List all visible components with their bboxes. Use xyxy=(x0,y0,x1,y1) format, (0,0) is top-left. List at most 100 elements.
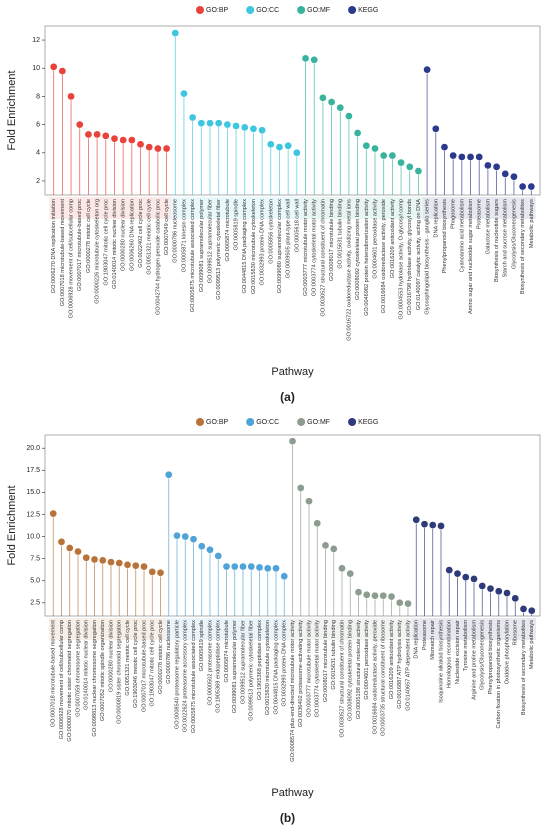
point xyxy=(84,130,93,139)
x-tick-label: Homologous recombination xyxy=(447,620,453,688)
x-tick-label: GO:0030527 structural constituent of chr… xyxy=(339,620,345,738)
x-tick-label: GO:0008017 microtubule binding xyxy=(323,620,329,702)
point xyxy=(90,555,99,564)
x-tick-label: GO:0036402 proteasome-activating activit… xyxy=(298,620,304,727)
x-tick-label: GO:0032993 protein-DNA complex xyxy=(260,199,266,286)
x-tick-label: GO:1905368 peptidase complex xyxy=(257,620,263,700)
point xyxy=(527,182,536,191)
x-tick-label: GO:0032993 protein-DNA complex xyxy=(282,620,288,707)
x-tick-label: GO:0005875 microtubule associated comple… xyxy=(190,199,196,312)
x-tick-label: GO:0099081 supramolecular polymer xyxy=(232,620,238,713)
point xyxy=(123,560,132,569)
point xyxy=(119,136,128,144)
point xyxy=(197,542,206,551)
legend-label: GO:MF xyxy=(307,7,330,14)
y-tick-label: 2.5 xyxy=(30,600,40,607)
x-tick-label: GO:0007049 cell cycle xyxy=(164,199,170,255)
x-tick-label: GO:0008092 cytoskeletal protein binding xyxy=(348,620,354,721)
x-tick-label: Arginine and proline metabolism xyxy=(471,620,477,700)
x-tick-label: GO:0003774 cytoskeletal motor activity xyxy=(315,620,321,718)
point xyxy=(239,562,247,571)
point xyxy=(449,151,458,160)
x-tick-label: Oxidative phosphorylation xyxy=(504,620,510,684)
x-tick-label: GO:0098813 nuclear chromosome segregatio… xyxy=(92,620,98,737)
point xyxy=(272,564,280,573)
point xyxy=(162,144,171,153)
x-tick-label: GO:0140014 mitotic nuclear division xyxy=(84,620,90,710)
x-tick-label: GO:0007017 microtubule-based proc xyxy=(141,620,147,712)
group-band xyxy=(422,197,536,219)
point xyxy=(313,519,322,528)
point xyxy=(58,67,67,75)
point xyxy=(127,136,136,144)
legend-marker xyxy=(246,6,255,14)
x-tick-label: GO:0044815 DNA packaging complex xyxy=(242,199,248,294)
point xyxy=(428,521,437,529)
x-tick-label: GO:0140657 ATP-dependent activity xyxy=(405,620,411,711)
x-tick-label: GO:0022402 cell cycle proc xyxy=(138,199,144,268)
point xyxy=(266,140,275,149)
y-tick-label: 4 xyxy=(36,150,40,157)
point xyxy=(140,562,148,571)
point xyxy=(258,126,266,135)
x-tick-label: GO:0003777 microtubule motor activity xyxy=(303,199,309,296)
point xyxy=(486,584,495,593)
x-tick-label: GO:0006270 DNA replication initiation xyxy=(51,199,57,293)
x-tick-label: Glycolysis/Gluconeogenesis xyxy=(480,620,486,690)
x-tick-label: GO:0005874 microtubule xyxy=(225,199,231,262)
x-tick-label: GO:0016209 antioxidant activity xyxy=(389,620,395,699)
point xyxy=(501,170,510,178)
point xyxy=(457,153,466,161)
x-tick-label: GO:0016684 oxidoreductase activity, pero… xyxy=(372,620,378,734)
x-tick-label: GO:0000502 proteasome complex xyxy=(207,620,213,706)
x-tick-label: GO:0000280 nuclear division xyxy=(108,620,114,692)
point xyxy=(478,582,487,590)
x-tick-label: Biosynthesis of secondary metabolites xyxy=(520,199,526,294)
group-band xyxy=(49,618,165,640)
point xyxy=(101,132,110,140)
y-tick-label: 6 xyxy=(36,121,40,128)
point xyxy=(49,509,58,518)
x-tick-label: GO:0003774 cytoskeletal motor activity xyxy=(312,199,318,297)
x-tick-label: GO:0000070 mitotic sister chromatid segr… xyxy=(67,620,73,742)
point xyxy=(321,541,330,550)
point xyxy=(75,120,84,129)
point xyxy=(173,531,181,540)
point xyxy=(492,162,501,171)
x-tick-label: GO:1903047 mitotic cell cycle proc xyxy=(150,620,156,707)
x-tick-label: GO:0008540 proteasome regulatory particl… xyxy=(174,620,180,729)
legend-label: GO:BP xyxy=(206,419,229,426)
point xyxy=(503,589,511,597)
point xyxy=(397,158,405,167)
y-tick-label: 12 xyxy=(32,37,40,44)
point xyxy=(379,151,388,160)
x-tick-label: GO:0006260 DNA replication xyxy=(129,199,135,271)
legend-label: KEGG xyxy=(358,7,378,14)
x-tick-label: GO:0005819 spindle xyxy=(199,620,205,671)
point xyxy=(404,599,412,608)
point xyxy=(494,587,503,596)
x-tick-label: Biosynthesis of nucleotide sugars xyxy=(494,199,500,282)
x-tick-label: DNA replication xyxy=(414,620,420,659)
plot-frame xyxy=(44,25,541,196)
x-tick-label: GO:0007018 microtubule-based movement xyxy=(51,620,57,728)
point xyxy=(255,563,264,572)
point xyxy=(440,143,449,151)
x-tick-label: GO:0000280 nuclear division xyxy=(121,199,127,271)
legend-marker xyxy=(297,418,306,426)
point xyxy=(181,532,190,541)
point xyxy=(354,588,363,597)
point xyxy=(292,148,301,157)
x-tick-label: GO:0099512 supramolecular fiber xyxy=(207,199,213,283)
point xyxy=(164,470,173,479)
group-band xyxy=(412,618,536,640)
point xyxy=(379,591,388,600)
y-tick-label: 20.0 xyxy=(26,445,40,452)
point xyxy=(107,558,115,566)
x-tick-label: GO:0009505 plant-type cell wall xyxy=(286,199,292,278)
point xyxy=(453,569,462,578)
x-tick-label: GO:0044815 DNA packaging complex xyxy=(273,620,279,715)
x-tick-label: GO:0004601 peroxidase activity xyxy=(372,199,378,279)
y-axis-title: Fold Enrichment xyxy=(6,70,18,150)
point xyxy=(420,520,429,529)
